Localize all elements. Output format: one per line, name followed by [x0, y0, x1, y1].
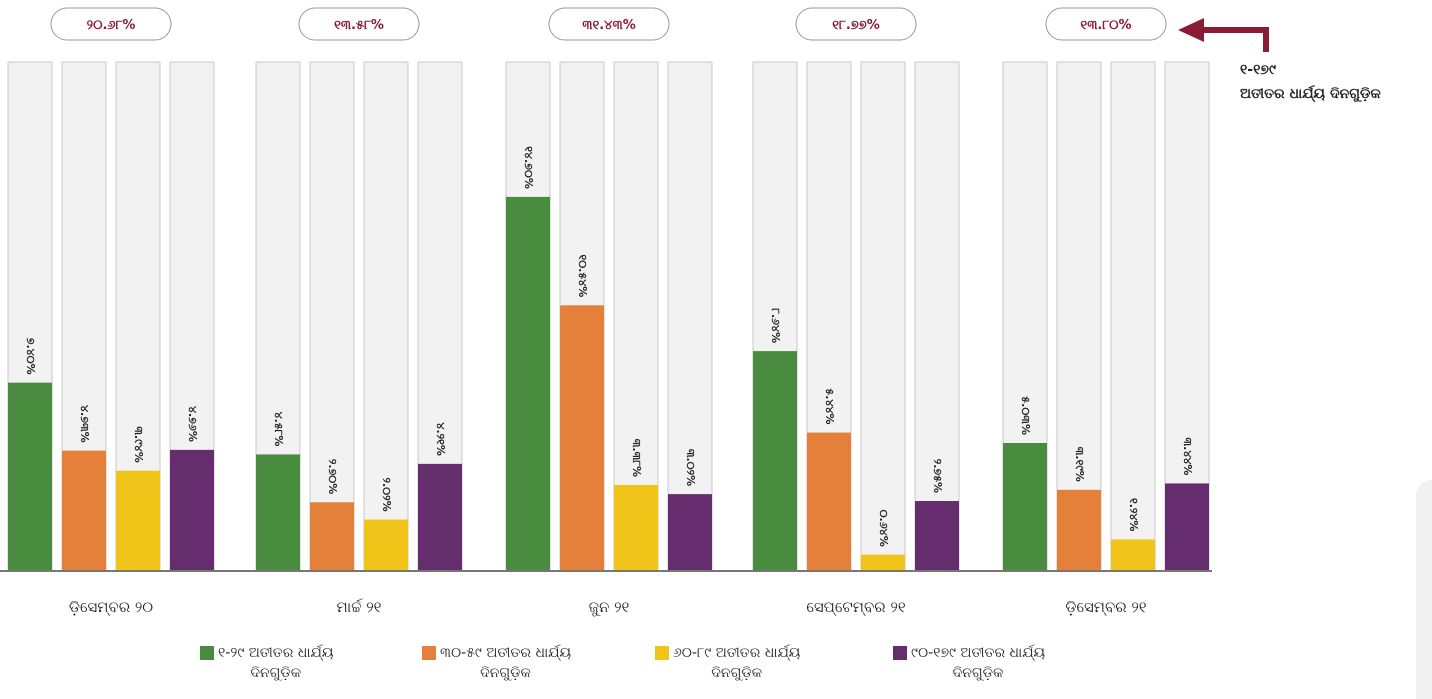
- total-label: ୧୩.୮୦%: [1080, 18, 1131, 33]
- data-label: ୩.୧୯%: [1073, 447, 1086, 482]
- category-label: ମାର୍ଚ୍ଚ ୨୧: [336, 598, 381, 616]
- total-label: ୨୦.୬୮%: [87, 18, 136, 33]
- total-pill: [1045, 7, 1167, 41]
- data-label: ୪.୫୮%: [272, 412, 285, 447]
- data-label: ୨.୭୫%: [931, 459, 944, 493]
- legend-label: ୩୦-୫୯ ଅତୀତର ଧାର୍ଯ୍ୟ: [440, 645, 571, 661]
- bar: [915, 501, 959, 571]
- category-label: ଡ଼ିସେମ୍ବର ୨୦: [69, 598, 153, 616]
- legend-label: ୧-୨୯ ଅତୀତର ଧାର୍ଯ୍ୟ: [218, 645, 334, 661]
- category-label: ଡ଼ିସେମ୍ବର ୨୧: [1065, 598, 1146, 616]
- annotation-label: ଅତୀତର ଧାର୍ଯ୍ୟ ଦିନଗୁଡ଼ିକ: [1240, 86, 1381, 102]
- data-label: ୫.୪୪%: [823, 388, 836, 424]
- bar: [1057, 489, 1101, 571]
- legend-label-line2: ଦିନଗୁଡ଼ିକ: [250, 665, 302, 681]
- legend-item-60-89: ୬୦-୮୯ ଅତୀତର ଧାର୍ଯ୍ୟ ଦିନଗୁଡ଼ିକ: [655, 643, 800, 683]
- annotation-arrow-head: [1178, 18, 1204, 42]
- scroll-edge: [1416, 480, 1432, 699]
- data-label: ୨.୭୦%: [326, 459, 339, 494]
- total-pill: [50, 7, 172, 41]
- legend-item-90-179: ୯୦-୧୭୯ ଅତୀତର ଧାର୍ଯ୍ୟ ଦିନଗୁଡ଼ିକ: [893, 643, 1045, 683]
- data-label: ୩.୩୮%: [630, 439, 643, 477]
- data-label: ୭.୪୦%: [24, 338, 37, 375]
- total-annotation: ୧-୧୭୯ ଅତୀତର ଧାର୍ଯ୍ୟ ଦିନଗୁଡ଼ିକ: [1240, 58, 1381, 106]
- data-label: ୪.୨୧%: [434, 422, 447, 455]
- data-label: ୪.୭୬%: [186, 406, 199, 442]
- bar-track: [1110, 61, 1156, 572]
- total-pill: [298, 7, 420, 41]
- data-label: ୫.୦୩%: [1019, 396, 1032, 435]
- data-label: ୧.୨୪%: [1127, 498, 1140, 531]
- category-label: ସେପ୍ଟେମ୍ବର ୨୧: [806, 598, 905, 616]
- annotation-arrow-line: [1198, 27, 1269, 52]
- bar: [418, 463, 462, 571]
- data-label: ୪.୭୩%: [78, 405, 91, 443]
- bar-track: [309, 61, 355, 572]
- legend: ୧-୨୯ ଅତୀତର ଧାର୍ଯ୍ୟ ଦିନଗୁଡ଼ିକ ୩୦-୫୯ ଅତୀତର…: [0, 643, 1200, 699]
- total-label: ୧୩.୫୮%: [334, 18, 384, 33]
- bar: [116, 470, 160, 571]
- data-label: ୨.୦୨%: [380, 477, 393, 511]
- bar: [506, 196, 550, 571]
- legend-label: ୯୦-୧୭୯ ଅତୀତର ଧାର୍ଯ୍ୟ: [911, 645, 1046, 661]
- legend-label-line2: ଦିନଗୁଡ଼ିକ: [952, 665, 1004, 681]
- category-label: ଜୁନ ୨୧: [589, 598, 630, 616]
- legend-swatch-green: [200, 646, 214, 660]
- legend-item-30-59: ୩୦-୫୯ ଅତୀତର ଧାର୍ଯ୍ୟ ଦିନଗୁଡ଼ିକ: [422, 643, 571, 683]
- bar-track: [1056, 61, 1102, 572]
- bar: [256, 454, 300, 571]
- data-label: ୧୪.୭୦%: [522, 146, 535, 189]
- total-label: ୩୧.୪୩%: [582, 18, 636, 33]
- bar: [1111, 539, 1155, 571]
- total-label: ୧୮.୭୭%: [832, 18, 879, 33]
- data-label: ୧୦.୫୪%: [576, 254, 589, 297]
- bar: [753, 351, 797, 571]
- annotation-range: ୧-୧୭୯: [1240, 62, 1276, 78]
- bar: [364, 519, 408, 571]
- bar: [8, 382, 52, 571]
- legend-swatch-orange: [422, 646, 436, 660]
- bar-track: [860, 61, 906, 572]
- bar-track: [914, 61, 960, 572]
- data-label: ୦.୬୪%: [877, 510, 890, 547]
- total-pill: [548, 7, 670, 41]
- bar: [170, 449, 214, 571]
- total-pill: [795, 7, 917, 41]
- bar-track: [363, 61, 409, 572]
- bar: [807, 432, 851, 571]
- bar: [1165, 483, 1209, 571]
- bar: [560, 305, 604, 571]
- bar: [62, 450, 106, 571]
- legend-swatch-yellow: [655, 646, 669, 660]
- bar: [1003, 442, 1047, 571]
- legend-swatch-purple: [893, 646, 907, 660]
- bar-track: [667, 61, 713, 572]
- bar: [310, 502, 354, 571]
- legend-label-line2: ଦିନଗୁଡ଼ିକ: [480, 665, 531, 681]
- bar: [614, 484, 658, 571]
- bar: [668, 494, 712, 571]
- legend-item-1-29: ୧-୨୯ ଅତୀତର ଧାର୍ଯ୍ୟ ଦିନଗୁଡ଼ିକ: [200, 643, 333, 683]
- legend-label-line2: ଦିନଗୁଡ଼ିକ: [711, 665, 763, 681]
- bar: [861, 554, 905, 571]
- legend-label: ୬୦-୮୯ ଅତୀତର ଧାର୍ଯ୍ୟ: [673, 645, 801, 661]
- data-label: ୩.୦୨%: [684, 449, 697, 486]
- data-label: ୮.୬୪%: [769, 308, 782, 343]
- data-label: ୩.୪୪%: [1181, 437, 1194, 475]
- data-label: ୩.୯୪%: [132, 426, 145, 462]
